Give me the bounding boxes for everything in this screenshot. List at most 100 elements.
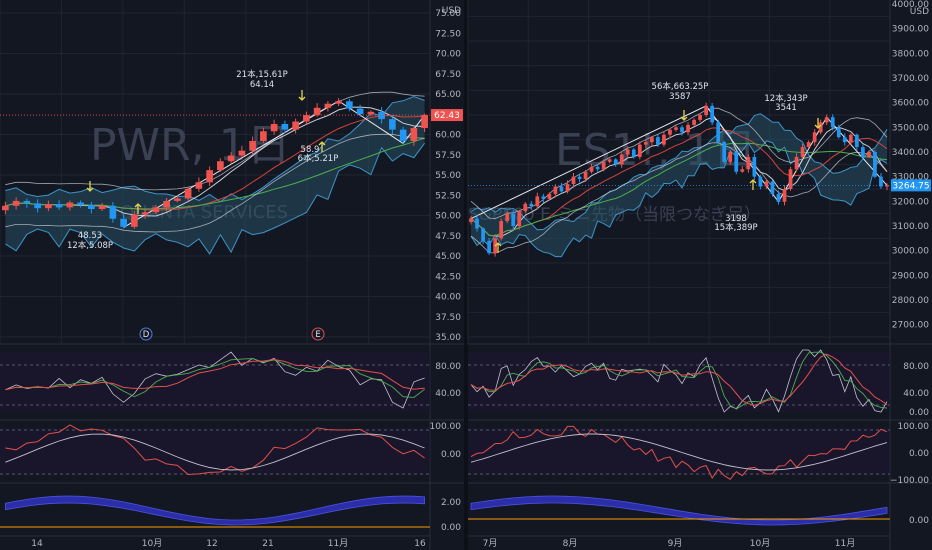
candle-body [389,119,396,130]
indicator-background [0,428,430,475]
macd-band [5,495,425,526]
price-tick-label: 3100.00 [892,222,929,232]
candle-body [511,213,516,226]
annotation-low-count: 12本,5.08P [67,240,113,251]
candle-body [662,134,666,145]
annotation-low-value: 3198 [725,214,747,224]
macd-band [470,495,888,526]
candle-body [740,169,745,172]
candle-body [861,147,865,157]
candle-body [163,200,170,208]
price-tick-label: 67.50 [435,70,461,80]
candle-body [55,204,63,208]
candle-body [529,203,534,207]
ma-short-line [470,117,888,237]
candle-body [722,142,727,162]
candle-body [324,103,332,108]
sell-arrow-icon [86,181,94,192]
candle-body [885,185,889,187]
candle-body [788,169,793,189]
candle-body [195,182,203,189]
time-tick-label: 16 [414,539,426,549]
candle-body [734,152,739,172]
sell-arrow-icon [814,118,822,129]
candle-body [481,228,485,241]
candle-body [619,154,624,165]
cloud-upper-edge [470,113,888,231]
right-chart-pane[interactable]: ES1!, 1日 S&P500 E-ミニ先物（当限つなぎ足） 56本,663.2… [467,0,932,550]
osc2-signal-line [470,425,888,480]
candle-body [206,170,213,183]
candle-body [764,181,769,187]
price-tick-label: 2900.00 [892,271,929,281]
candle-body [842,137,847,143]
sell-arrow-icon [680,110,688,121]
candle-body [66,202,74,208]
candle-body [782,189,787,202]
price-tick-label: 3700.00 [892,74,929,84]
candle-body [12,200,20,206]
candle-body [45,204,52,209]
last-price-box [891,179,931,192]
candle-body [668,129,672,135]
candle-body [313,107,321,116]
annotation-recent-value: 58.9 [301,145,320,155]
candle-body [836,127,841,138]
candle-body [680,127,684,133]
candle-body [800,147,805,157]
candle-body [770,181,775,194]
candle-body [238,150,246,156]
candle-body [541,196,546,199]
price-tick-label: 35.00 [435,333,461,343]
price-tick-label: 55.00 [435,171,461,181]
candle-body [710,105,715,123]
price-axis [890,0,932,344]
last-price-box [431,109,463,122]
price-tick-label: 3600.00 [892,99,929,109]
candle-body [249,140,256,151]
candle-body [674,127,678,130]
buy-arrow-icon [494,242,502,253]
price-axis [430,0,464,344]
candle-body [607,159,612,162]
indicator-background [468,352,890,412]
last-price-label: 3264.75 [892,181,929,191]
candle-body [499,221,504,239]
candle-body [227,155,235,162]
annotation-recent-count: 12本,343P [764,93,807,104]
candle-body [879,176,883,187]
candle-body [367,111,375,115]
candle-body [98,205,106,210]
indicator-tick-label: 100.00 [898,422,930,432]
stochastic-d-line [470,353,888,406]
pane-separator[interactable] [464,0,468,550]
osc2-smooth-line [5,433,425,471]
candle-body [174,198,181,201]
price-tick-label: 2700.00 [892,321,929,331]
price-tick-label: 3300.00 [892,173,929,183]
ma-long-line [5,137,425,210]
osc2-smooth-line [470,433,888,471]
price-tick-label: 72.50 [435,29,461,39]
candle-body [184,188,192,199]
time-tick-label: 12 [206,539,217,549]
osc2-signal-line [5,424,425,476]
candle-body [141,212,149,215]
price-tick-label: 60.00 [435,131,461,141]
annotation-recent-value: 3541 [775,103,797,113]
time-tick-label: 11月 [835,538,855,549]
time-tick-label: 14 [31,539,43,549]
candle-body [217,161,224,171]
time-tick-label: 21 [262,539,273,549]
indicator-tick-label: 80.00 [903,362,929,372]
candle-body [281,123,289,130]
candle-body [77,202,84,205]
time-tick-label: 7月 [483,538,498,549]
candle-body [553,186,558,194]
candle-body [818,122,823,133]
candle-body [656,137,660,145]
indicator-tick-label: 40.00 [435,389,461,399]
annotation-low-count: 15本,389P [714,222,757,233]
